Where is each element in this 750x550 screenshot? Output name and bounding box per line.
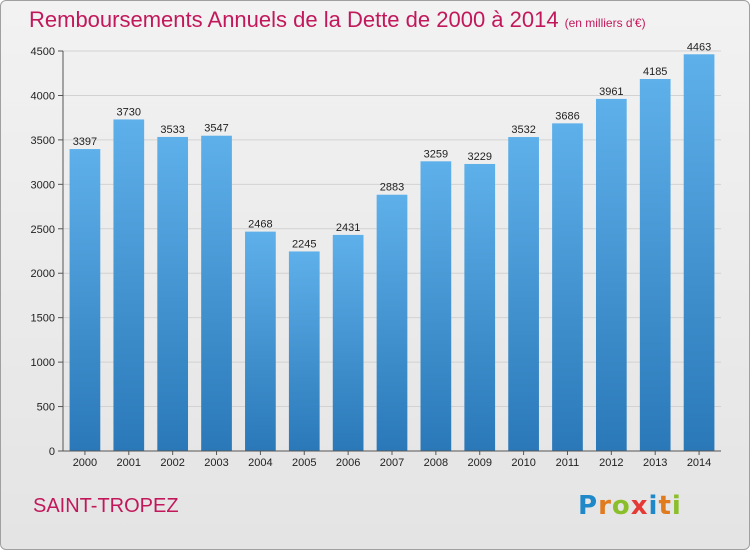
y-tick-label: 3500 — [31, 135, 55, 147]
logo-letter: P — [578, 491, 599, 521]
x-tick-label: 2013 — [643, 457, 667, 469]
x-tick-label: 2012 — [599, 457, 623, 469]
x-tick-label: 2007 — [380, 457, 404, 469]
bar — [552, 123, 583, 451]
x-tick-label: 2009 — [467, 457, 491, 469]
x-tick-label: 2003 — [204, 457, 228, 469]
bar — [201, 135, 232, 451]
x-tick-label: 2000 — [73, 457, 97, 469]
bar — [420, 161, 452, 452]
bar-value-label: 4463 — [687, 41, 711, 53]
bar-value-label: 3730 — [117, 106, 141, 118]
bar-value-label: 3686 — [555, 110, 579, 122]
bar — [683, 54, 715, 452]
y-tick-label: 4000 — [31, 90, 55, 102]
bars: 3397 3730 3533 3547 2468 2245 2431 2883 3259 3229… — [69, 41, 715, 452]
proxiti-logo: Proxiti — [578, 491, 682, 521]
bar-value-label: 3229 — [467, 151, 491, 163]
bar — [245, 231, 276, 451]
bar-value-label: 2883 — [380, 182, 404, 194]
bar — [595, 98, 627, 452]
bar — [69, 149, 101, 452]
y-tick-label: 1000 — [31, 357, 55, 369]
commune-name: SAINT-TROPEZ — [33, 495, 179, 517]
axes: 0 500 1000 1500 2000 2500 3000 3500 4000 4500 2000… — [31, 46, 721, 469]
x-tick-label: 2006 — [336, 457, 360, 469]
x-tick-label: 2004 — [248, 457, 272, 469]
bar-value-label: 2468 — [248, 219, 272, 231]
logo-letter: o — [611, 491, 631, 521]
logo-letter: r — [598, 491, 612, 521]
x-tick-label: 2002 — [160, 457, 184, 469]
bar — [288, 251, 320, 451]
x-tick-label: 2010 — [511, 457, 535, 469]
logo-letter: t — [658, 491, 672, 521]
x-tick-label: 2011 — [556, 457, 580, 469]
y-tick-label: 4500 — [31, 46, 55, 58]
chart-title-text: Remboursements Annuels de la Dette de 20… — [29, 7, 559, 32]
x-tick-label: 2008 — [424, 457, 448, 469]
logo-letter: x — [630, 491, 649, 521]
bar — [508, 137, 539, 452]
bar-value-label: 3259 — [424, 148, 448, 160]
x-tick-label: 2014 — [687, 457, 711, 469]
bar-value-label: 2431 — [336, 222, 360, 234]
unit-note: (en milliers d'€) — [564, 16, 646, 30]
bar-value-label: 3961 — [599, 86, 623, 98]
x-tick-label: 2005 — [292, 457, 316, 469]
logo-letter: i — [671, 491, 682, 521]
y-tick-label: 500 — [37, 402, 55, 414]
bar-value-label: 3547 — [204, 123, 228, 135]
logo-letter: i — [648, 491, 659, 521]
bar — [376, 194, 408, 451]
y-tick-label: 1500 — [31, 313, 55, 325]
bar-value-label: 3532 — [511, 124, 535, 136]
bar — [113, 119, 145, 451]
bar — [332, 234, 364, 451]
chart-title: Remboursements Annuels de la Dette de 20… — [29, 7, 646, 33]
bar — [639, 79, 671, 451]
bar — [157, 136, 189, 451]
bar-value-label: 4185 — [643, 66, 667, 78]
y-tick-label: 0 — [49, 446, 55, 458]
bar-value-label: 2245 — [292, 238, 316, 250]
bar-value-label: 3533 — [160, 124, 184, 136]
bar-value-label: 3397 — [73, 136, 97, 148]
y-tick-label: 3000 — [31, 179, 55, 191]
x-tick-label: 2001 — [117, 457, 141, 469]
y-tick-label: 2500 — [31, 224, 55, 236]
bar — [464, 163, 496, 451]
y-tick-label: 2000 — [31, 268, 55, 280]
